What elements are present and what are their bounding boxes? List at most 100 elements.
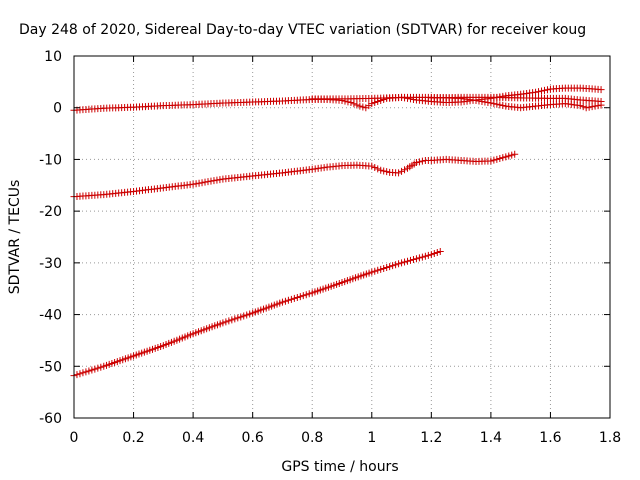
data-point — [356, 102, 364, 110]
x-tick-label: 0.6 — [242, 430, 264, 446]
data-point — [543, 86, 551, 94]
y-tick-label: -50 — [39, 359, 62, 375]
data-point — [213, 176, 221, 184]
data-point — [296, 293, 304, 301]
data-point — [210, 177, 218, 185]
data-point — [493, 155, 501, 163]
data-point — [368, 162, 376, 170]
data-point — [377, 166, 385, 174]
data-point — [222, 318, 230, 326]
data-point — [511, 150, 519, 158]
axis-ticks: 0 0.2 0.4 0.6 0.8 1 1.2 1.4 1.6 1.8 10 0 -10 -20 -30 -4… — [39, 49, 621, 446]
data-point — [284, 296, 292, 304]
data-point — [433, 249, 441, 257]
data-point — [383, 264, 391, 272]
data-point — [97, 363, 105, 371]
data-point — [371, 267, 379, 275]
data-point — [415, 158, 423, 166]
data-point — [204, 178, 212, 186]
data-point — [374, 165, 382, 173]
data-point — [585, 103, 593, 111]
y-tick-label: -30 — [39, 256, 62, 272]
data-point — [386, 263, 394, 271]
data-point — [377, 265, 385, 273]
trace-middle — [70, 150, 519, 201]
data-point — [404, 257, 412, 265]
data-point — [597, 86, 605, 94]
data-point — [219, 319, 227, 327]
data-point — [540, 86, 548, 94]
data-point — [421, 252, 429, 260]
y-tick-label: -10 — [39, 152, 62, 168]
data-point — [189, 180, 197, 188]
data-point — [290, 294, 298, 302]
data-point — [216, 176, 224, 184]
y-tick-label: -60 — [39, 411, 62, 427]
data-point — [383, 168, 391, 176]
data-point — [398, 167, 406, 175]
data-point — [243, 311, 251, 319]
data-point — [427, 251, 435, 259]
x-tick-label: 1.2 — [420, 430, 442, 446]
data-point — [430, 250, 438, 258]
data-point — [401, 258, 409, 266]
data-point — [380, 264, 388, 272]
data-point — [201, 178, 209, 186]
data-point — [91, 365, 99, 373]
data-point — [293, 294, 301, 302]
data-point — [76, 370, 84, 378]
data-point — [287, 295, 295, 303]
data-point — [395, 260, 403, 268]
x-tick-label: 0.4 — [182, 430, 204, 446]
data-point — [198, 179, 206, 187]
data-point — [192, 180, 200, 188]
data-point — [412, 255, 420, 263]
data-point — [582, 104, 590, 112]
data-point — [579, 103, 587, 111]
data-point — [496, 101, 504, 109]
data-point — [487, 157, 495, 165]
data-point — [412, 159, 420, 167]
data-point — [535, 88, 543, 96]
data-point — [374, 266, 382, 274]
data-point — [490, 100, 498, 108]
x-tick-label: 1.4 — [480, 430, 502, 446]
data-point — [246, 310, 254, 318]
data-point — [502, 153, 510, 161]
data-point — [207, 177, 215, 185]
data-point — [305, 290, 313, 298]
data-point — [532, 88, 540, 96]
data-point — [538, 87, 546, 95]
data-point — [597, 98, 605, 106]
data-point — [278, 298, 286, 306]
plot-frame — [73, 55, 611, 419]
data-point — [240, 312, 248, 320]
data-point — [88, 366, 96, 374]
data-point — [415, 254, 423, 262]
data-point — [237, 313, 245, 321]
data-point — [508, 151, 516, 159]
data-point — [368, 268, 376, 276]
x-tick-label: 0.8 — [301, 430, 323, 446]
data-point — [234, 314, 242, 322]
data-point — [231, 315, 239, 323]
data-point — [406, 256, 414, 264]
data-point — [398, 259, 406, 267]
data-point — [73, 371, 81, 379]
data-point — [499, 154, 507, 162]
y-tick-label: 10 — [44, 49, 62, 65]
data-point — [85, 367, 93, 375]
data-point — [496, 154, 504, 162]
data-points — [70, 84, 605, 380]
data-point — [401, 166, 409, 174]
data-point — [371, 164, 379, 172]
data-point — [392, 261, 400, 269]
data-point — [94, 364, 102, 372]
x-tick-label: 0 — [70, 430, 79, 446]
trace-lower — [70, 247, 444, 380]
data-point — [389, 262, 397, 270]
x-tick-label: 1.6 — [539, 430, 561, 446]
data-point — [490, 156, 498, 164]
y-tick-label: 0 — [53, 101, 62, 117]
